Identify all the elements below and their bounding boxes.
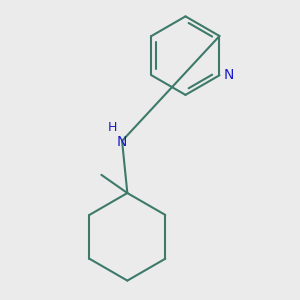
Text: N: N [224,68,234,82]
Text: N: N [117,135,127,149]
Text: H: H [108,121,117,134]
